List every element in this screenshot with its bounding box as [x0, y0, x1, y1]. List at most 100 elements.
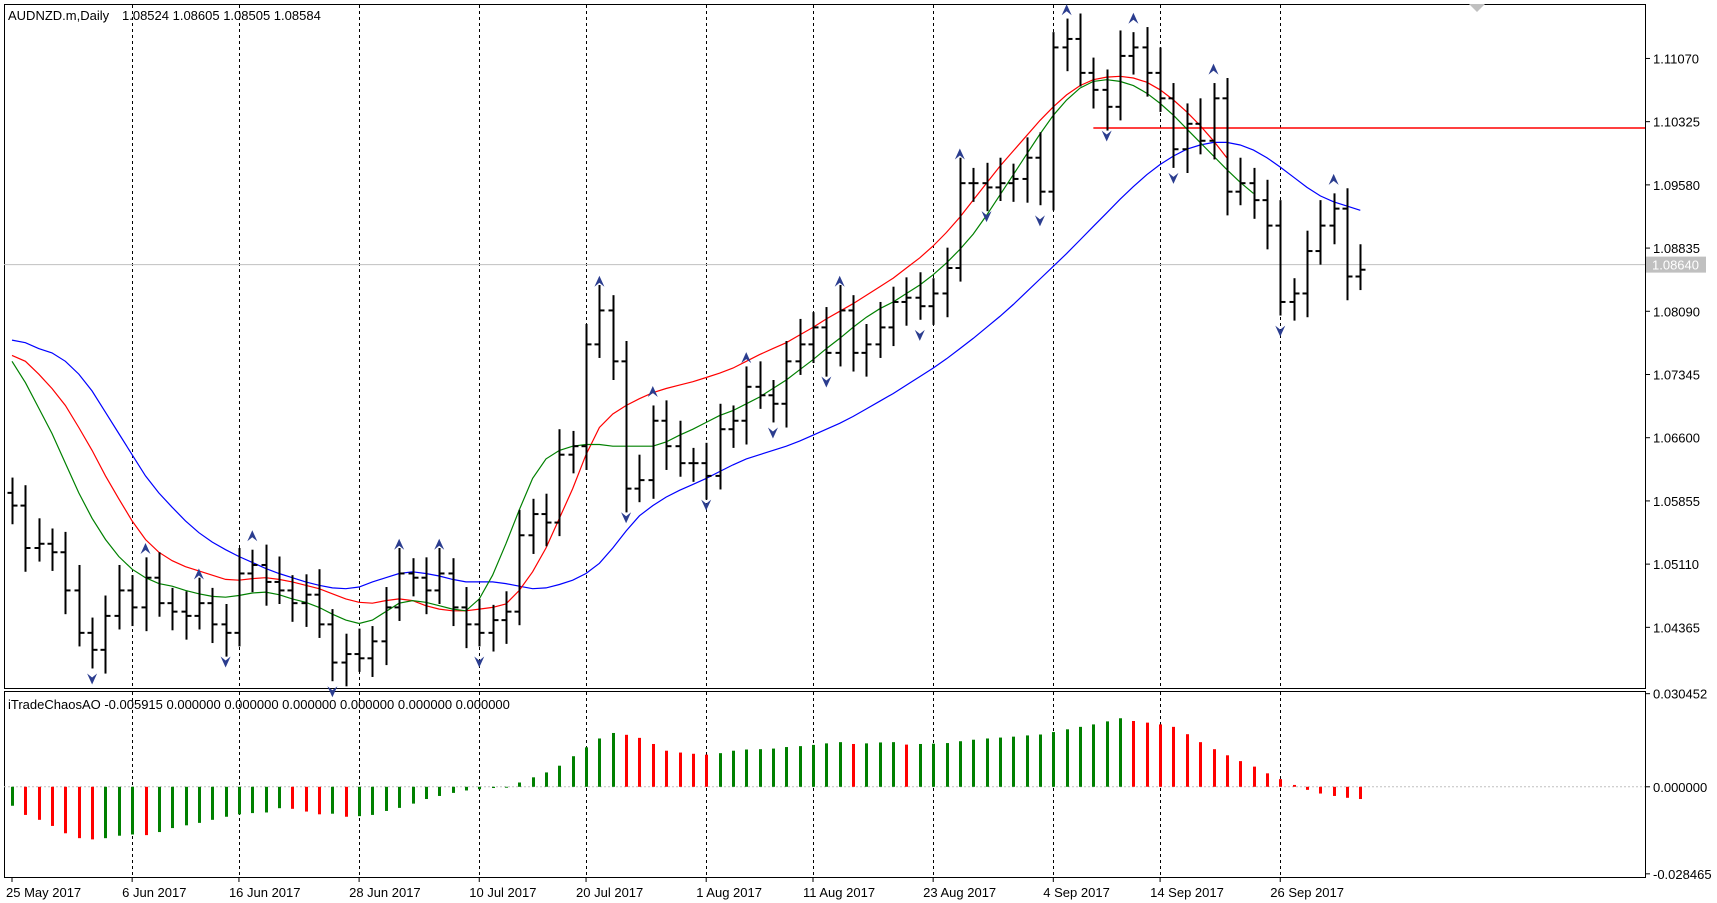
- ohlc-bar: [60, 531, 71, 615]
- ohlc-bar: [448, 558, 459, 627]
- ohlc-bar: [928, 278, 939, 325]
- price-tick-label: 1.08835: [1653, 241, 1700, 256]
- ohlc-bar: [434, 548, 445, 605]
- ohlc-bar: [1035, 132, 1046, 206]
- ohlc-bar: [848, 295, 859, 372]
- alligator-lines: [11, 75, 1361, 625]
- ohlc-readout: 1.08524 1.08605 1.08505 1.08584: [122, 8, 321, 23]
- ohlc-bar: [701, 442, 712, 500]
- ohlc-bar: [1355, 244, 1366, 291]
- ohlc-bar: [207, 587, 218, 644]
- fractal-down-icon: [981, 211, 992, 223]
- ohlc-bar: [381, 587, 392, 666]
- fractal-up-icon: [140, 543, 151, 555]
- time-axis: 25 May 2017 6 Jun 2017 16 Jun 2017 28 Jun 2…: [6, 877, 1344, 900]
- time-tick-label: 14 Sep 2017: [1150, 885, 1224, 900]
- ohlc-bar: [1008, 163, 1019, 202]
- symbol-label: AUDNZD.m,Daily: [8, 8, 110, 23]
- ohlc-bar: [1342, 188, 1353, 301]
- fractal-up-icon: [247, 530, 258, 542]
- ohlc-bar: [1115, 30, 1126, 121]
- ohlc-bar: [581, 324, 592, 470]
- price-tick-label: 1.04365: [1653, 620, 1700, 635]
- fractal-down-icon: [474, 656, 485, 668]
- ohlc-bar: [341, 633, 352, 687]
- fractal-up-icon: [954, 148, 965, 160]
- ohlc-bar: [234, 548, 245, 647]
- ohlc-bar: [1102, 69, 1113, 131]
- alligator-jaw-line: [11, 141, 1361, 590]
- ohlc-bar: [715, 403, 726, 490]
- ohlc-bar: [100, 595, 111, 674]
- ohlc-bar: [995, 157, 1006, 201]
- fractal-down-icon: [220, 656, 231, 668]
- ohlc-bar: [1128, 32, 1139, 75]
- price-tick-label: 1.10325: [1653, 115, 1700, 130]
- ao-tick-label: -0.028465: [1653, 867, 1712, 882]
- ohlc-bar: [247, 549, 258, 593]
- fractal-down-icon: [914, 329, 925, 341]
- ohlc-bar: [194, 577, 205, 630]
- ohlc-bar: [1048, 32, 1059, 211]
- ohlc-bar: [221, 604, 232, 657]
- ohlc-bar: [781, 340, 792, 428]
- price-tick-label: 1.06600: [1653, 431, 1700, 446]
- ohlc-bar: [7, 477, 18, 525]
- ohlc-bar: [408, 558, 419, 597]
- ohlc-bar: [141, 557, 152, 632]
- ohlc-bar: [1168, 83, 1179, 168]
- fractal-down-icon: [1275, 325, 1286, 337]
- time-tick-label: 10 Jul 2017: [469, 885, 536, 900]
- fractal-down-icon: [87, 673, 98, 685]
- ohlc-bar: [87, 617, 98, 669]
- ohlc-bar: [888, 286, 899, 347]
- ohlc-bar: [1155, 47, 1166, 112]
- ohlc-bar: [541, 493, 552, 547]
- ohlc-bar: [608, 295, 619, 381]
- ohlc-bar: [955, 157, 966, 282]
- fractal-down-icon: [701, 499, 712, 511]
- price-tick-label: 1.11070: [1653, 51, 1699, 66]
- ohlc-bar: [755, 361, 766, 409]
- ohlc-bar: [1275, 200, 1286, 316]
- shift-marker-icon[interactable]: [1469, 4, 1485, 12]
- ohlc-bar: [675, 420, 686, 477]
- ohlc-bar: [1075, 13, 1086, 87]
- indicator-label: iTradeChaosAO -0.005915 0.000000 0.00000…: [8, 697, 510, 712]
- time-tick-label: 6 Jun 2017: [122, 885, 186, 900]
- ohlc-bar: [514, 509, 525, 626]
- ohlc-bar: [968, 167, 979, 202]
- ohlc-bar: [1262, 179, 1273, 250]
- fractal-up-icon: [741, 352, 752, 364]
- time-tick-label: 16 Jun 2017: [229, 885, 301, 900]
- ohlc-bar: [301, 574, 312, 627]
- fractal-down-icon: [767, 427, 778, 439]
- fractal-up-icon: [394, 538, 405, 550]
- indicator-panel-frame: [4, 691, 1646, 878]
- ohlc-bar: [154, 552, 165, 617]
- fractal-up-icon: [1328, 173, 1339, 185]
- alligator-teeth-line: [11, 75, 1228, 612]
- ohlc-bar: [127, 575, 138, 627]
- ohlc-bar: [1329, 193, 1340, 245]
- fractal-up-icon: [1061, 4, 1072, 16]
- ohlc-bar: [461, 587, 472, 649]
- fractal-up-icon: [434, 538, 445, 550]
- ohlc-bar: [554, 429, 565, 537]
- price-tick-label: 1.09580: [1653, 178, 1700, 193]
- alligator-lips-line: [11, 79, 1254, 625]
- ohlc-bar: [421, 557, 432, 615]
- ohlc-bar: [488, 604, 499, 652]
- ohlc-bar: [808, 312, 819, 364]
- ohlc-bar: [1142, 27, 1153, 97]
- time-tick-label: 23 Aug 2017: [923, 885, 996, 900]
- ohlc-bar: [167, 587, 178, 631]
- ohlc-bar: [367, 626, 378, 677]
- ohlc-bar: [1022, 137, 1033, 203]
- time-tick-label: 4 Sep 2017: [1043, 885, 1110, 900]
- fractal-up-icon: [193, 568, 204, 580]
- fractal-up-icon: [1208, 63, 1219, 75]
- fractal-down-icon: [1034, 215, 1045, 227]
- time-tick-label: 28 Jun 2017: [349, 885, 421, 900]
